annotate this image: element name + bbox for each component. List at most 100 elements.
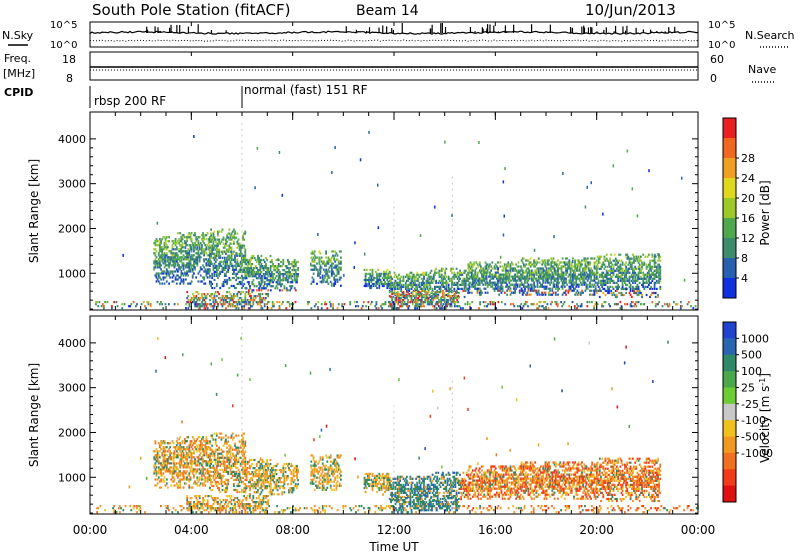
data-cell xyxy=(381,276,384,280)
data-cell xyxy=(194,446,196,449)
data-cell xyxy=(181,472,184,475)
data-cell xyxy=(649,259,651,262)
data-cell xyxy=(205,460,208,463)
data-cell xyxy=(378,276,381,280)
data-cell xyxy=(415,285,417,288)
data-cell xyxy=(293,265,296,268)
data-cell xyxy=(253,273,256,276)
data-cell xyxy=(106,301,109,304)
data-cell xyxy=(645,279,648,282)
data-cell xyxy=(288,277,290,280)
data-cell xyxy=(388,283,391,286)
data-cell xyxy=(284,271,287,274)
data-cell xyxy=(376,274,378,277)
data-cell xyxy=(410,279,413,282)
data-cell xyxy=(175,242,178,245)
data-cell xyxy=(163,468,166,471)
data-cell xyxy=(517,265,520,268)
data-cell xyxy=(499,287,502,290)
data-cell xyxy=(199,242,202,245)
data-cell xyxy=(296,260,298,264)
data-cell xyxy=(165,244,168,247)
data-cell xyxy=(202,484,204,487)
data-cell xyxy=(177,232,179,235)
data-cell xyxy=(543,273,546,276)
data-cell xyxy=(227,266,230,269)
data-cell xyxy=(180,278,183,281)
data-cell xyxy=(210,284,212,288)
data-cell xyxy=(453,283,456,286)
data-cell xyxy=(527,279,530,282)
data-cell xyxy=(435,285,437,288)
data-cell xyxy=(494,263,497,266)
data-cell xyxy=(640,277,642,280)
data-cell xyxy=(161,252,164,255)
data-cell xyxy=(573,271,575,274)
data-cell xyxy=(195,448,198,451)
data-cell xyxy=(388,279,391,282)
data-cell xyxy=(201,246,203,249)
data-cell xyxy=(165,274,168,277)
data-cell xyxy=(533,248,536,252)
data-cell xyxy=(169,454,172,457)
data-cell xyxy=(218,272,220,275)
data-cell xyxy=(257,271,259,274)
data-cell xyxy=(155,470,158,473)
data-cell xyxy=(422,271,424,274)
data-cell xyxy=(530,303,533,306)
data-cell xyxy=(533,283,535,286)
data-cell xyxy=(196,262,199,265)
data-cell xyxy=(564,261,566,264)
data-cell xyxy=(576,277,579,280)
data-cell xyxy=(327,262,330,265)
data-cell xyxy=(465,273,468,276)
data-cell xyxy=(585,287,588,290)
data-cell xyxy=(188,270,191,273)
data-cell xyxy=(209,452,211,455)
data-cell xyxy=(514,283,516,286)
data-cell xyxy=(244,277,247,280)
data-cell xyxy=(621,287,624,290)
data-cell xyxy=(375,280,377,284)
data-cell xyxy=(596,271,599,274)
data-cell xyxy=(213,472,216,475)
data-cell xyxy=(190,460,193,463)
data-cell xyxy=(568,263,571,266)
data-cell xyxy=(570,285,573,288)
data-cell xyxy=(557,273,559,276)
data-cell xyxy=(414,305,417,308)
data-cell xyxy=(156,264,159,267)
data-cell xyxy=(549,289,551,292)
data-cell xyxy=(401,285,404,288)
data-cell xyxy=(609,273,611,276)
data-cell xyxy=(378,274,381,277)
data-cell xyxy=(590,285,592,288)
data-cell xyxy=(601,265,603,268)
data-cell xyxy=(602,279,605,282)
data-cell xyxy=(180,238,183,241)
data-cell xyxy=(213,456,216,459)
data-cell xyxy=(273,265,276,268)
data-cell xyxy=(551,289,554,292)
data-cell xyxy=(384,276,386,280)
data-cell xyxy=(636,293,639,297)
data-cell xyxy=(554,301,557,304)
data-cell xyxy=(288,263,290,266)
data-cell xyxy=(290,277,293,280)
data-cell xyxy=(179,256,182,259)
data-cell xyxy=(190,266,193,269)
data-cell xyxy=(333,282,335,285)
data-cell xyxy=(214,266,217,269)
data-cell xyxy=(241,246,243,249)
data-cell xyxy=(193,474,195,477)
data-cell xyxy=(456,305,458,308)
data-cell xyxy=(219,297,222,300)
data-cell xyxy=(538,301,541,304)
data-cell xyxy=(198,444,201,447)
data-cell xyxy=(629,287,632,290)
data-cell xyxy=(211,236,214,239)
data-cell xyxy=(403,301,406,304)
data-cell xyxy=(197,280,200,283)
data-cell xyxy=(147,301,150,304)
